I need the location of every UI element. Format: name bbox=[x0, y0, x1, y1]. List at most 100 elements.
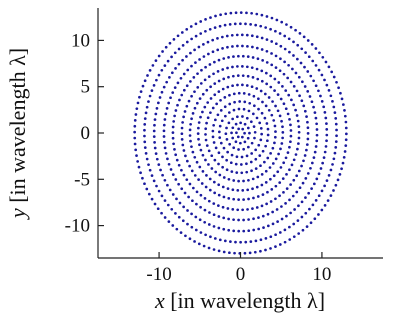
data-point bbox=[268, 166, 272, 169]
data-point bbox=[133, 124, 137, 128]
data-point bbox=[175, 197, 178, 201]
data-point bbox=[304, 196, 307, 199]
data-point bbox=[259, 138, 263, 142]
data-point bbox=[325, 139, 328, 143]
data-point bbox=[233, 251, 236, 255]
data-point bbox=[266, 156, 270, 160]
data-point bbox=[296, 57, 299, 61]
data-point bbox=[317, 194, 321, 198]
data-point bbox=[226, 207, 230, 210]
data-point bbox=[229, 161, 233, 165]
data-point bbox=[256, 77, 260, 81]
data-point bbox=[238, 100, 242, 103]
data-point bbox=[269, 85, 273, 89]
data-point bbox=[180, 187, 184, 191]
data-point bbox=[260, 69, 264, 73]
data-point bbox=[163, 216, 167, 219]
data-point bbox=[336, 178, 340, 182]
data-point bbox=[274, 42, 278, 46]
data-point bbox=[230, 153, 234, 157]
data-point bbox=[306, 90, 310, 93]
data-point bbox=[159, 168, 162, 172]
data-point bbox=[239, 163, 243, 166]
data-point bbox=[314, 84, 318, 88]
data-point bbox=[260, 79, 264, 83]
data-point bbox=[324, 60, 328, 64]
x-tick-label: -10 bbox=[146, 264, 171, 285]
data-point bbox=[185, 27, 189, 31]
data-point bbox=[274, 66, 278, 69]
data-point bbox=[251, 56, 255, 59]
data-point bbox=[222, 195, 226, 199]
data-point bbox=[216, 48, 220, 52]
data-point bbox=[289, 123, 292, 127]
data-point bbox=[212, 213, 216, 217]
data-point bbox=[278, 243, 282, 246]
data-point bbox=[210, 167, 214, 170]
data-point bbox=[171, 125, 175, 129]
data-point bbox=[136, 101, 140, 105]
data-point bbox=[197, 178, 200, 181]
data-point bbox=[207, 199, 211, 203]
data-point bbox=[221, 47, 224, 50]
data-point bbox=[150, 89, 154, 92]
data-point bbox=[155, 157, 159, 161]
data-point bbox=[335, 128, 338, 132]
data-point bbox=[294, 71, 298, 75]
data-point bbox=[164, 45, 168, 49]
data-point bbox=[282, 102, 286, 106]
data-point bbox=[177, 62, 181, 66]
data-point bbox=[143, 140, 147, 144]
data-point bbox=[219, 98, 222, 102]
data-point bbox=[326, 199, 330, 202]
data-point bbox=[226, 85, 230, 89]
data-point bbox=[189, 80, 192, 83]
data-point bbox=[212, 141, 216, 144]
data-point bbox=[274, 184, 278, 188]
data-point bbox=[253, 130, 257, 134]
data-point bbox=[342, 155, 346, 159]
data-point bbox=[231, 136, 235, 140]
data-point bbox=[277, 152, 280, 156]
data-point bbox=[260, 132, 263, 136]
data-point bbox=[187, 99, 191, 103]
data-point bbox=[152, 129, 156, 133]
data-point bbox=[217, 90, 221, 93]
data-point bbox=[202, 43, 205, 46]
data-point bbox=[235, 131, 238, 135]
data-point bbox=[225, 34, 229, 38]
data-point bbox=[147, 163, 150, 167]
data-point bbox=[153, 146, 157, 150]
data-point bbox=[306, 172, 310, 175]
data-point bbox=[139, 90, 143, 93]
data-point bbox=[329, 194, 333, 197]
data-point bbox=[245, 116, 249, 120]
data-point bbox=[157, 163, 161, 166]
data-point bbox=[155, 184, 158, 188]
data-point bbox=[278, 69, 282, 73]
data-point bbox=[212, 72, 215, 76]
data-point bbox=[174, 109, 178, 112]
data-point bbox=[173, 51, 177, 55]
data-point bbox=[295, 114, 299, 117]
data-point bbox=[300, 164, 303, 168]
data-point bbox=[237, 218, 240, 222]
data-point bbox=[249, 160, 253, 164]
data-point bbox=[158, 96, 162, 99]
data-point bbox=[147, 100, 150, 103]
data-point bbox=[315, 139, 319, 143]
data-point bbox=[235, 155, 239, 159]
data-point bbox=[291, 194, 295, 198]
data-point bbox=[197, 137, 200, 141]
data-point bbox=[344, 138, 348, 142]
data-point bbox=[334, 122, 338, 126]
data-point bbox=[213, 191, 217, 195]
data-point bbox=[251, 76, 255, 79]
data-point bbox=[254, 239, 258, 243]
data-point bbox=[181, 44, 185, 47]
data-point bbox=[185, 40, 189, 44]
data-point bbox=[289, 25, 293, 29]
data-point bbox=[297, 169, 301, 173]
data-point bbox=[194, 215, 198, 219]
